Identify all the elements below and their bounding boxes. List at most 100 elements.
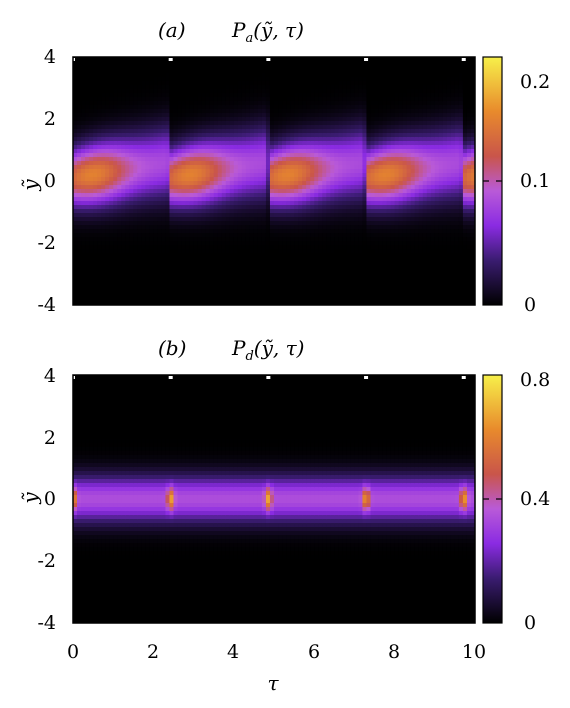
heat-cell [109,245,114,250]
heat-cell [241,141,247,146]
heat-cell [370,269,376,274]
heat-cell [237,173,243,178]
heat-cell [173,277,179,282]
heat-cell [181,149,187,154]
heat-cell [77,85,82,90]
heat-cell [245,181,251,186]
heat-cell [237,73,243,78]
heat-cell [125,233,130,238]
heat-cell [201,285,207,290]
heat-cell [193,201,199,206]
heat-cell [81,229,86,234]
heat-cell [358,145,364,150]
heat-cell [265,277,271,282]
heat-cell [362,197,368,202]
heat-cell [125,281,130,286]
heat-cell [362,85,368,90]
heat-cell [326,229,331,234]
heat-cell [73,205,78,210]
heat-cell [322,121,327,126]
heat-cell [89,273,94,278]
heat-cell [97,121,102,126]
heat-cell [245,241,251,246]
heat-cell [153,217,159,222]
heat-cell [181,205,187,210]
heat-cell [261,145,267,150]
heat-cell [278,233,283,238]
heat-cell [185,65,191,70]
heat-cell [338,225,343,230]
heat-cell [306,65,311,70]
heat-cell [278,57,283,62]
heat-cell [101,85,106,90]
heat-cell [169,109,175,114]
heat-cell [161,137,167,142]
heat-cell [378,265,384,270]
heat-cell [302,269,307,274]
heat-cell [318,161,323,166]
heat-cell [241,217,247,222]
heat-cell [253,89,259,94]
heat-cell [157,253,163,258]
heat-cell [318,157,323,162]
heat-cell [334,189,339,194]
heat-cell [85,237,90,242]
heat-cell [350,221,355,226]
heat-cell [109,157,114,162]
heat-cell [217,113,223,118]
heat-cell [81,257,86,262]
heat-cell [306,137,311,142]
heat-cell [189,189,195,194]
heat-cell [346,245,351,250]
heat-cell [330,101,335,106]
heat-cell [338,297,343,302]
heat-cell [306,241,311,246]
heat-cell [245,257,251,262]
heat-cell [97,301,102,305]
heat-cell [185,173,191,178]
heat-cell [290,105,295,110]
heat-cell [133,245,138,250]
heat-cell [141,73,146,78]
heat-cell [374,169,380,174]
heat-cell [217,217,223,222]
heat-cell [241,165,247,170]
heat-cell [233,93,239,98]
heat-cell [390,217,396,222]
heat-cell [314,221,319,226]
heat-cell [233,169,239,174]
heat-cell [113,105,118,110]
heat-cell [109,97,114,102]
heat-cell [97,225,102,230]
heat-cell [346,173,351,178]
heat-cell [378,165,384,170]
heat-cell [350,113,355,118]
heat-cell [346,65,351,70]
heat-cell [237,229,243,234]
heat-cell [89,249,94,254]
heat-cell [221,141,227,146]
heat-cell [185,261,191,266]
heat-cell [338,237,343,242]
heat-cell [290,189,295,194]
heat-cell [374,297,380,302]
heat-cell [145,285,150,290]
heat-cell [249,177,255,182]
heat-cell [133,57,138,62]
heat-cell [221,117,227,122]
heat-cell [330,93,335,98]
heat-cell [97,69,102,74]
heat-cell [141,281,146,286]
heat-cell [81,169,86,174]
heat-cell [153,241,159,246]
heat-cell [382,245,388,250]
heat-cell [302,249,307,254]
heat-cell [217,185,223,190]
heat-cell [85,177,90,182]
heat-cell [274,165,279,170]
heat-cell [197,189,203,194]
heat-cell [229,61,235,66]
heat-cell [302,217,307,222]
heat-cell [85,253,90,258]
heat-cell [101,165,106,170]
